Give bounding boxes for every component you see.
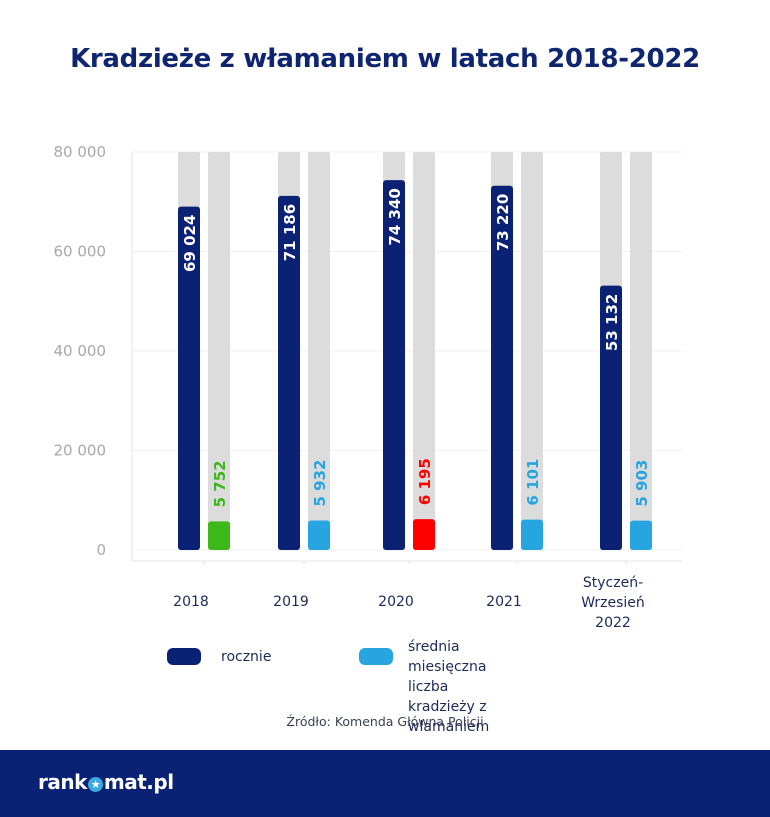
- legend-label-annual: rocznie: [221, 649, 272, 665]
- rankomat-logo[interactable]: rank ★ mat.pl: [38, 770, 174, 794]
- bar-annual: [600, 285, 622, 550]
- bar-monthly-label: 6 195: [416, 458, 434, 505]
- logo-text-right: mat.pl: [103, 770, 174, 794]
- chart-title: Kradzieże z włamaniem w latach 2018-2022: [70, 44, 700, 74]
- x-tick-label: 2018: [173, 594, 209, 610]
- bar-monthly: [630, 520, 652, 550]
- bar-annual: [491, 185, 513, 550]
- background-track: [308, 152, 330, 550]
- y-tick-label: 0: [96, 541, 106, 559]
- x-tick-label: Wrzesień: [581, 595, 645, 611]
- legend-label-monthly: średnia miesięczna liczba kradzieży z wł…: [408, 639, 490, 735]
- y-tick-label: 40 000: [54, 342, 107, 360]
- y-tick-label: 80 000: [54, 143, 107, 161]
- bar-annual: [178, 206, 200, 551]
- bar-annual-label: 69 024: [181, 215, 199, 272]
- background-track: [208, 152, 230, 550]
- x-tick-label: Styczeń-: [583, 575, 643, 591]
- background-track: [630, 152, 652, 550]
- bar-annual: [383, 180, 405, 550]
- y-tick-label: 60 000: [54, 243, 107, 261]
- bar-monthly: [521, 519, 543, 550]
- bar-annual-label: 53 132: [603, 294, 621, 351]
- y-tick-label: 20 000: [54, 442, 107, 460]
- bar-annual-label: 74 340: [386, 188, 404, 245]
- bar-chart: 0 20 000 40 000 60 000 80 000 69 024 5 752 2018…: [54, 143, 682, 631]
- bar-monthly: [413, 519, 435, 550]
- logo-text-left: rank: [38, 770, 87, 794]
- bar-annual-label: 71 186: [281, 204, 299, 261]
- x-tick-label: 2022: [595, 615, 631, 631]
- legend-swatch-annual: [167, 648, 201, 665]
- star-icon: ★: [87, 777, 103, 792]
- background-track: [413, 152, 435, 550]
- legend-swatch-monthly: [359, 648, 393, 665]
- bar-monthly-label: 5 932: [311, 460, 329, 507]
- bar-monthly: [308, 520, 330, 550]
- bar-annual-label: 73 220: [494, 194, 512, 251]
- bar-annual: [278, 195, 300, 550]
- x-tick-label: 2021: [486, 594, 522, 610]
- bar-monthly-label: 5 903: [633, 460, 651, 507]
- bar-monthly-label: 5 752: [211, 460, 229, 507]
- bar-monthly-label: 6 101: [524, 459, 542, 506]
- x-tick-label: 2020: [378, 594, 414, 610]
- x-tick-label: 2019: [273, 594, 309, 610]
- footer-bar: rank ★ mat.pl: [0, 750, 770, 817]
- background-track: [521, 152, 543, 550]
- source-note: Źródło: Komenda Główna Policji: [286, 714, 484, 729]
- bar-monthly: [208, 521, 230, 550]
